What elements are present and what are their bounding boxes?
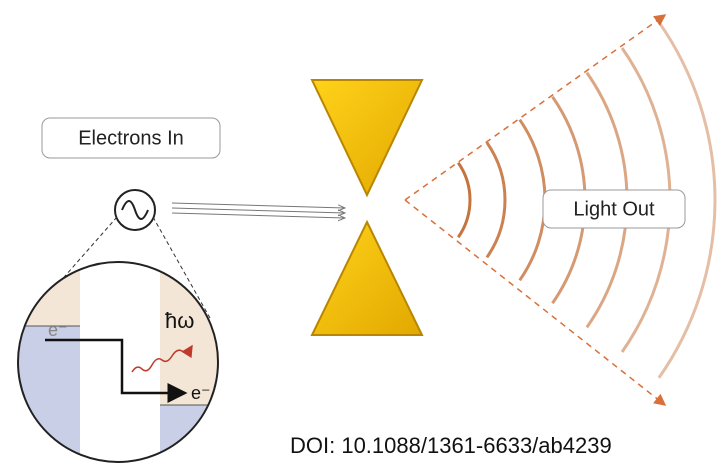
- input-arrow: [171, 212, 345, 218]
- wavefront: [457, 161, 472, 239]
- photon-arrow: [131, 344, 193, 373]
- doi: DOI: 10.1088/1361-6633/ab4239: [290, 433, 612, 458]
- cone-edge: [404, 14, 667, 201]
- electron-left: e⁻: [48, 320, 68, 340]
- antenna-top: [310, 79, 424, 198]
- tunnel-junction: [18, 262, 218, 462]
- antenna-bottom: [310, 219, 424, 336]
- electron-path: [45, 338, 188, 403]
- fermi-sea: [18, 262, 80, 326]
- zoom-line: [152, 216, 211, 319]
- output-label: Light Out: [573, 198, 655, 220]
- cone-edge: [404, 199, 667, 406]
- wavefront: [657, 21, 717, 379]
- output-box: [542, 189, 686, 229]
- input-box: [41, 117, 221, 159]
- zoom-circle: [17, 261, 219, 463]
- sine-icon: [121, 200, 149, 220]
- wavefront: [518, 118, 547, 282]
- filled-states: [160, 405, 218, 462]
- input-label: Electrons In: [78, 127, 184, 149]
- input-arrow: [171, 202, 345, 208]
- electron-right: e⁻: [191, 383, 211, 403]
- wavefront: [485, 141, 507, 259]
- input-arrow: [171, 207, 345, 213]
- photon-label: ħω: [165, 308, 194, 333]
